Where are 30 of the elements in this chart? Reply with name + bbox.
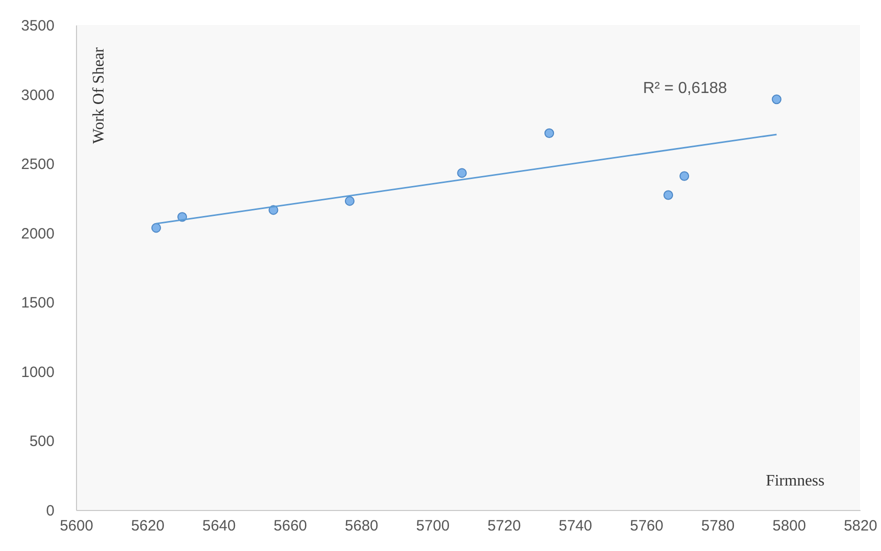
x-tick-label: 5660	[274, 518, 308, 534]
x-tick-label: 5760	[630, 518, 664, 534]
point	[679, 171, 690, 181]
point	[772, 94, 782, 104]
point	[457, 168, 467, 178]
y-tick-label: 3500	[21, 18, 54, 34]
point	[544, 128, 554, 138]
point	[663, 190, 674, 200]
x-tick-label: 5640	[202, 518, 236, 534]
x-tick-label: 5780	[701, 518, 735, 534]
x-axis-title: Firmness	[766, 472, 824, 490]
x-tick-label: 5720	[487, 518, 521, 534]
x-tick-label: 5800	[772, 518, 806, 534]
y-tick-label: 2000	[21, 225, 54, 242]
y-tick-label: 1000	[21, 364, 54, 381]
annotation: R² = 0,6188	[642, 80, 728, 97]
x-tick-label: 5820	[844, 518, 878, 534]
x-tick-label: 5740	[558, 518, 592, 534]
x-tick-label: 5700	[416, 518, 450, 534]
point	[151, 223, 162, 233]
y-tick-label: 2500	[21, 156, 54, 174]
point	[344, 196, 355, 206]
y-tick-label: 1500	[21, 294, 54, 312]
y-tick-label: 500	[29, 433, 54, 450]
y-tick-label: 0	[46, 502, 54, 520]
y-axis-title: Work Of Shear	[90, 46, 108, 144]
x-tick-label: 5600	[60, 518, 94, 534]
y-tick-label: 3000	[21, 86, 54, 104]
x-tick-label: 5620	[131, 518, 164, 534]
x-tick-label: 5680	[344, 518, 378, 534]
